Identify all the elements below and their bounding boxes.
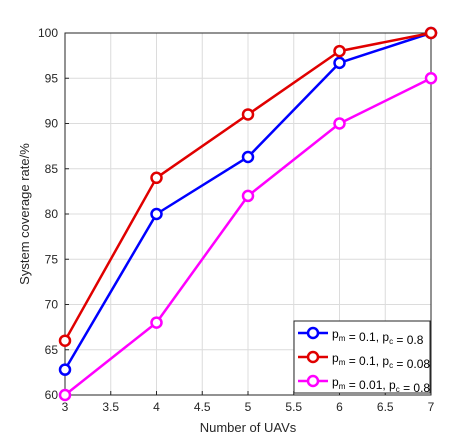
legend-swatch-marker xyxy=(306,374,320,388)
data-point xyxy=(58,388,72,402)
y-tick-label: 95 xyxy=(45,71,59,85)
series-2 xyxy=(58,26,438,347)
x-tick-label: 7 xyxy=(428,400,435,414)
y-tick-label: 75 xyxy=(45,252,59,266)
series-3 xyxy=(58,72,438,402)
x-tick-label: 3 xyxy=(62,400,69,414)
data-point xyxy=(333,44,346,58)
y-tick-label: 70 xyxy=(45,298,59,312)
legend-item: pm = 0.1, pc = 0.8 xyxy=(298,326,424,347)
legend-swatch-marker xyxy=(306,326,320,340)
data-point xyxy=(58,334,72,347)
y-tick-label: 85 xyxy=(45,162,59,176)
y-tick-label: 60 xyxy=(45,388,59,402)
x-tick-label: 6 xyxy=(336,400,343,414)
x-tick-label: 5.5 xyxy=(285,400,302,414)
x-tick-label: 4 xyxy=(153,400,160,414)
series-group xyxy=(58,26,438,402)
data-point xyxy=(241,189,255,203)
x-tick-label: 3.5 xyxy=(102,400,119,414)
data-point xyxy=(333,56,346,70)
y-tick-label: 90 xyxy=(45,117,59,131)
data-point xyxy=(424,72,438,85)
y-axis-ticks: 60 65 70 75 80 85 90 95 100 xyxy=(38,26,69,402)
y-axis-label: System coverage rate/% xyxy=(17,143,32,285)
legend: pm = 0.1, pc = 0.8 pm = 0.1, pc = 0.08 pm … xyxy=(293,320,431,395)
legend-item: pm = 0.01, pc = 0.8 xyxy=(298,374,430,395)
data-point xyxy=(333,117,346,130)
y-tick-label: 80 xyxy=(45,207,59,221)
data-point xyxy=(58,363,72,376)
data-point xyxy=(424,26,438,40)
x-tick-label: 5 xyxy=(245,400,252,414)
data-point xyxy=(150,171,163,185)
data-point xyxy=(241,108,255,121)
legend-label: pm = 0.1, pc = 0.8 xyxy=(332,327,424,347)
x-tick-label: 6.5 xyxy=(377,400,394,414)
data-point xyxy=(241,150,255,164)
x-tick-label: 4.5 xyxy=(194,400,211,414)
legend-swatch-marker xyxy=(306,350,320,364)
y-tick-label: 100 xyxy=(38,26,58,40)
x-axis-label: Number of UAVs xyxy=(200,420,297,435)
legend-label: pm = 0.01, pc = 0.8 xyxy=(332,375,430,395)
x-axis-ticks: 3 3.5 4 4.5 5 5.5 6 6.5 7 xyxy=(62,391,435,414)
y-tick-label: 65 xyxy=(45,343,59,357)
data-point xyxy=(150,316,163,329)
legend-item: pm = 0.1, pc = 0.08 xyxy=(298,350,430,371)
data-point xyxy=(150,207,163,221)
legend-label: pm = 0.1, pc = 0.08 xyxy=(332,351,430,371)
